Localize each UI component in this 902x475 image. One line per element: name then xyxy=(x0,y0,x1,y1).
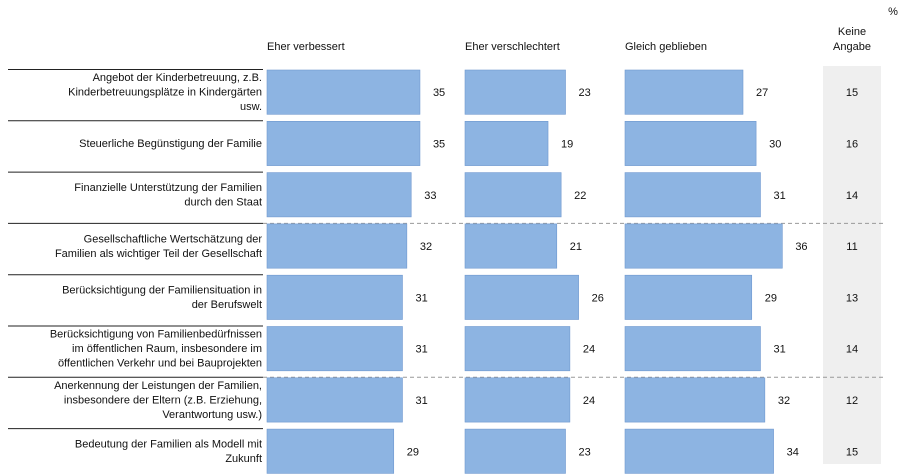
category-label: Familien als wichtiger Teil der Gesellsc… xyxy=(55,248,262,260)
data-label: 29 xyxy=(407,446,419,458)
bar-2 xyxy=(624,377,766,423)
keine-angabe-value: 14 xyxy=(846,190,858,202)
bar-1 xyxy=(464,121,549,166)
category-label: Angebot der Kinderbetreuung, z.B. xyxy=(93,72,262,84)
keine-angabe-value: 16 xyxy=(846,138,858,150)
keine-angabe-value: 15 xyxy=(846,446,858,458)
bar-1 xyxy=(464,428,566,474)
series-header-2: Gleich geblieben xyxy=(625,41,707,53)
unit-label: % xyxy=(888,6,898,18)
data-label: 26 xyxy=(592,292,604,304)
keine-angabe-value: 13 xyxy=(846,292,858,304)
data-label: 21 xyxy=(570,241,582,253)
keine-angabe-value: 11 xyxy=(846,241,857,253)
category-label: Gesellschaftliche Wertschätzung der xyxy=(84,233,263,245)
category-label: Bedeutung der Familien als Modell mit xyxy=(75,439,262,451)
category-label: Verantwortung usw.) xyxy=(162,409,262,421)
bar-1 xyxy=(464,377,571,423)
data-label: 32 xyxy=(420,241,432,253)
bar-1 xyxy=(464,223,558,269)
category-label: Zukunft xyxy=(225,453,262,465)
data-label: 33 xyxy=(424,190,436,202)
category-label: insbesondere der Eltern (z.B. Erziehung, xyxy=(64,394,262,406)
bar-0 xyxy=(266,326,403,372)
data-label: 31 xyxy=(415,292,427,304)
keine-angabe-header-line-2: Angabe xyxy=(833,41,871,53)
category-label: öffentlichen Verkehr und bei Bauprojekte… xyxy=(58,358,262,370)
category-label: Berücksichtigung der Familiensituation i… xyxy=(62,285,262,297)
bar-0 xyxy=(266,377,403,423)
keine-angabe-background xyxy=(823,66,881,464)
keine-angabe-header-line-1: Keine xyxy=(838,26,866,38)
category-label: durch den Staat xyxy=(184,197,262,209)
data-label: 30 xyxy=(769,138,781,150)
data-label: 24 xyxy=(583,344,595,356)
data-label: 22 xyxy=(574,190,586,202)
data-label: 35 xyxy=(433,87,445,99)
bar-0 xyxy=(266,274,403,320)
bar-1 xyxy=(464,69,566,115)
data-label: 27 xyxy=(756,87,768,99)
data-label: 31 xyxy=(773,190,785,202)
bar-2 xyxy=(624,69,744,115)
bar-0 xyxy=(266,223,408,269)
bar-2 xyxy=(624,121,757,166)
bar-2 xyxy=(624,274,753,320)
bar-2 xyxy=(624,428,774,474)
series-header-1: Eher verschlechtert xyxy=(465,41,560,53)
bar-1 xyxy=(464,172,562,218)
category-label: Steuerliche Begünstigung der Familie xyxy=(79,138,262,150)
data-label: 29 xyxy=(765,292,777,304)
bar-2 xyxy=(624,172,761,218)
bar-1 xyxy=(464,326,571,372)
category-label: Kinderbetreuungsplätze in Kindergärten xyxy=(68,87,262,99)
data-label: 23 xyxy=(579,87,591,99)
data-label: 23 xyxy=(579,446,591,458)
data-label: 31 xyxy=(415,344,427,356)
data-label: 36 xyxy=(795,241,807,253)
bar-1 xyxy=(464,274,579,320)
bar-2 xyxy=(624,326,761,372)
category-label: Anerkennung der Leistungen der Familien, xyxy=(54,380,262,392)
bar-0 xyxy=(266,172,412,218)
chart-rows: Angebot der Kinderbetreuung, z.B. Kinderb… xyxy=(8,69,884,474)
category-label: im öffentlichen Raum, insbesondere im xyxy=(72,343,262,355)
data-label: 31 xyxy=(415,395,427,407)
series-header-0: Eher verbessert xyxy=(267,41,345,53)
data-label: 24 xyxy=(583,395,595,407)
bar-0 xyxy=(266,69,421,115)
keine-angabe-value: 12 xyxy=(846,395,858,407)
category-label: der Berufswelt xyxy=(192,299,262,311)
data-label: 32 xyxy=(778,395,790,407)
keine-angabe-value: 14 xyxy=(846,344,858,356)
keine-angabe-value: 15 xyxy=(846,87,858,99)
data-label: 35 xyxy=(433,138,445,150)
category-label: Finanzielle Unterstützung der Familien xyxy=(74,182,262,194)
bar-2 xyxy=(624,223,783,269)
bar-0 xyxy=(266,428,395,474)
category-label: Berücksichtigung von Familienbedürfnisse… xyxy=(50,329,262,341)
data-label: 31 xyxy=(773,344,785,356)
category-label: usw. xyxy=(240,101,262,113)
data-label: 34 xyxy=(787,446,799,458)
data-label: 19 xyxy=(561,138,573,150)
bar-0 xyxy=(266,121,421,166)
